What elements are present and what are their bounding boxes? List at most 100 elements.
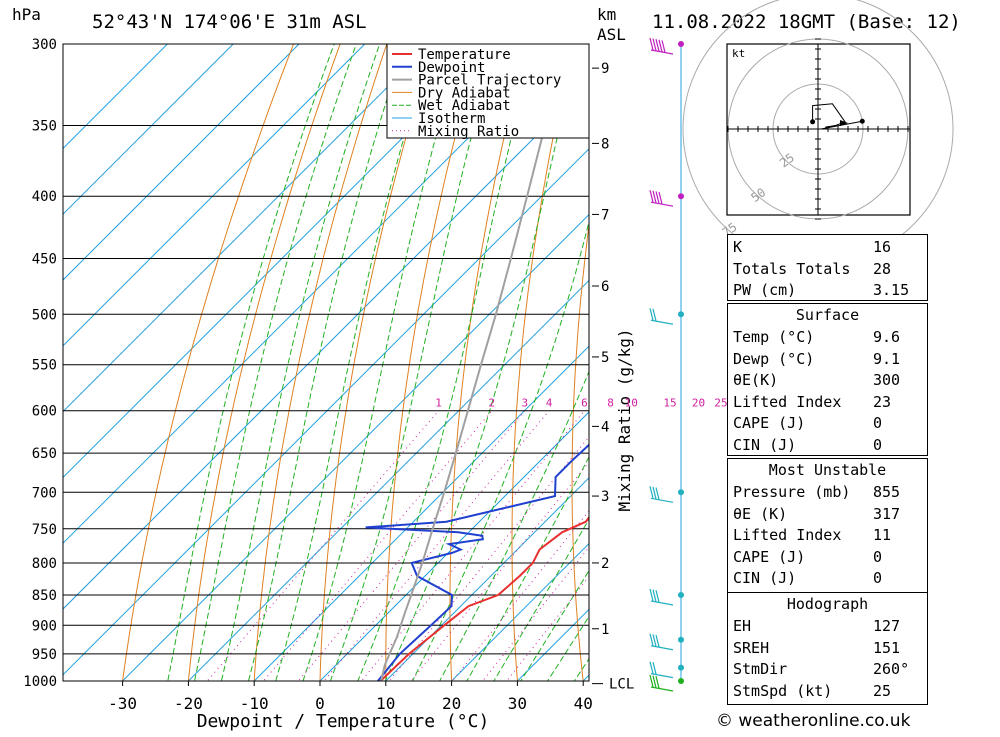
- isotherm-line: [63, 44, 169, 150]
- pressure-tick-label: 800: [32, 556, 57, 572]
- km-tick-label: 8: [601, 136, 609, 152]
- table-row: PW (cm) 3.15: [728, 280, 927, 301]
- wind-barb-feather: [649, 674, 654, 688]
- dry-adiabat-line: [187, 44, 341, 681]
- km-tick-label: 5: [601, 350, 609, 366]
- wind-barb-feather: [652, 634, 657, 647]
- isotherm-line: [253, 345, 589, 681]
- pressure-tick-label: 450: [32, 252, 57, 268]
- wind-barb-feather: [652, 486, 657, 500]
- x-axis-title: Dewpoint / Temperature (°C): [197, 711, 490, 732]
- wind-barb-feather: [658, 191, 663, 205]
- section-title: Hodograph: [786, 595, 869, 613]
- wind-barb: [649, 37, 674, 55]
- wind-barb-shaft: [650, 673, 674, 679]
- wind-barb-feather: [655, 39, 660, 52]
- isotherm-line: [63, 82, 589, 610]
- indices-table: K 16 Totals Totals 28 PW (cm) 3.15: [727, 234, 928, 301]
- dry-adiabat-line: [630, 26, 670, 707]
- dry-adiabat-line: [122, 44, 295, 681]
- wind-barb-feather: [652, 662, 657, 675]
- hpa-unit-label: hPa: [12, 5, 41, 24]
- pressure-tick-label: 850: [32, 588, 57, 604]
- row-value: 28: [873, 259, 892, 278]
- row-label: Totals Totals: [733, 259, 851, 278]
- wind-barb-feather: [652, 190, 657, 203]
- row-label: StmSpd (kt): [733, 681, 833, 700]
- dry-adiabat-line: [319, 44, 434, 681]
- temp-tick-label: 20: [442, 694, 461, 713]
- mixing-ratio-label: 1: [435, 397, 442, 410]
- isotherm-line: [63, 44, 366, 347]
- mixing-ratio-line: [482, 546, 589, 681]
- km-tick-label: 1: [601, 622, 609, 638]
- wind-barb: [649, 674, 674, 692]
- km-tick-label: 9: [601, 61, 609, 77]
- wind-barb-feather: [649, 308, 654, 321]
- temp-tick-label: -20: [174, 694, 203, 713]
- table-row: EH 127: [728, 616, 927, 637]
- row-value: 11: [873, 526, 892, 544]
- km-tick-label: 3: [601, 489, 609, 505]
- parcel-trajectory-line: [380, 44, 573, 681]
- wet-adiabat-line: [302, 44, 463, 681]
- row-value: 25: [873, 681, 892, 700]
- wind-barb: [649, 661, 674, 679]
- wind-barb-feather: [649, 486, 654, 499]
- wet-adiabat-line: [466, 455, 589, 681]
- hodograph-start-dot: [810, 119, 816, 125]
- isotherm-line: [63, 44, 234, 215]
- temperature-line: [379, 515, 589, 681]
- row-value: 9.1: [873, 349, 901, 368]
- mixing-ratio-label: 10: [625, 397, 638, 410]
- mixing-ratio-line: [360, 410, 585, 681]
- wet-adiabat-line: [329, 44, 497, 681]
- legend-entry: Dry Adiabat: [418, 85, 511, 101]
- row-label: θE (K): [733, 504, 788, 523]
- row-value: 0: [873, 435, 883, 454]
- row-label: PW (cm): [733, 281, 797, 299]
- mixing-ratio-line: [323, 410, 550, 681]
- dry-adiabat-line: [945, 26, 1000, 707]
- pressure-tick-label: 1000: [23, 674, 57, 690]
- wind-level-dot: [678, 311, 684, 318]
- row-value: 317: [873, 504, 901, 523]
- mixing-ratio-label: 3: [522, 397, 529, 410]
- hodograph-table: Hodograph EH 127 SREH 151 StmDir 260° StmSpd (k…: [727, 592, 928, 705]
- temp-tick-label: 0: [315, 694, 325, 713]
- wind-barb-feather: [658, 39, 663, 52]
- row-label: StmDir: [733, 660, 788, 678]
- isotherm-line: [63, 148, 589, 676]
- location-label: 52°43'N 174°06'E 31m ASL: [92, 11, 367, 33]
- wind-barb-feather: [655, 590, 660, 603]
- hodograph-trace: [812, 103, 846, 128]
- mixing-ratio-label: 8: [607, 397, 614, 410]
- table-row: Lifted Index 23: [728, 392, 927, 413]
- row-label: Temp (°C): [733, 328, 815, 346]
- table-row: Totals Totals 28: [728, 259, 927, 280]
- isotherm-line: [450, 542, 589, 681]
- hodograph-ring-label: 50: [748, 185, 768, 205]
- dry-adiabat-line: [571, 221, 589, 681]
- profile-lines: [365, 44, 589, 681]
- table-row: StmSpd (kt) 25: [728, 681, 927, 702]
- pressure-tick-label: 900: [32, 618, 57, 634]
- wind-level-dot: [678, 41, 684, 47]
- pressure-tick-label: 950: [32, 647, 57, 663]
- wet-adiabat-line: [384, 44, 580, 681]
- row-label: Pressure (mb): [733, 483, 851, 501]
- wind-barb: [649, 588, 674, 606]
- row-label: Lifted Index: [733, 526, 842, 544]
- wind-level-dot: [678, 193, 684, 200]
- wind-barb-shaft: [650, 600, 674, 606]
- row-value: 260°: [873, 660, 910, 678]
- isotherm-line: [319, 411, 589, 681]
- row-value: 0: [873, 569, 883, 587]
- legend-entry: Wet Adiabat: [418, 98, 511, 114]
- km-tick-label: 7: [601, 207, 609, 223]
- temp-tick-label: 40: [574, 694, 593, 713]
- dewpoint-line: [365, 74, 589, 681]
- wind-barb-feather: [652, 38, 657, 51]
- wind-barb: [649, 486, 674, 503]
